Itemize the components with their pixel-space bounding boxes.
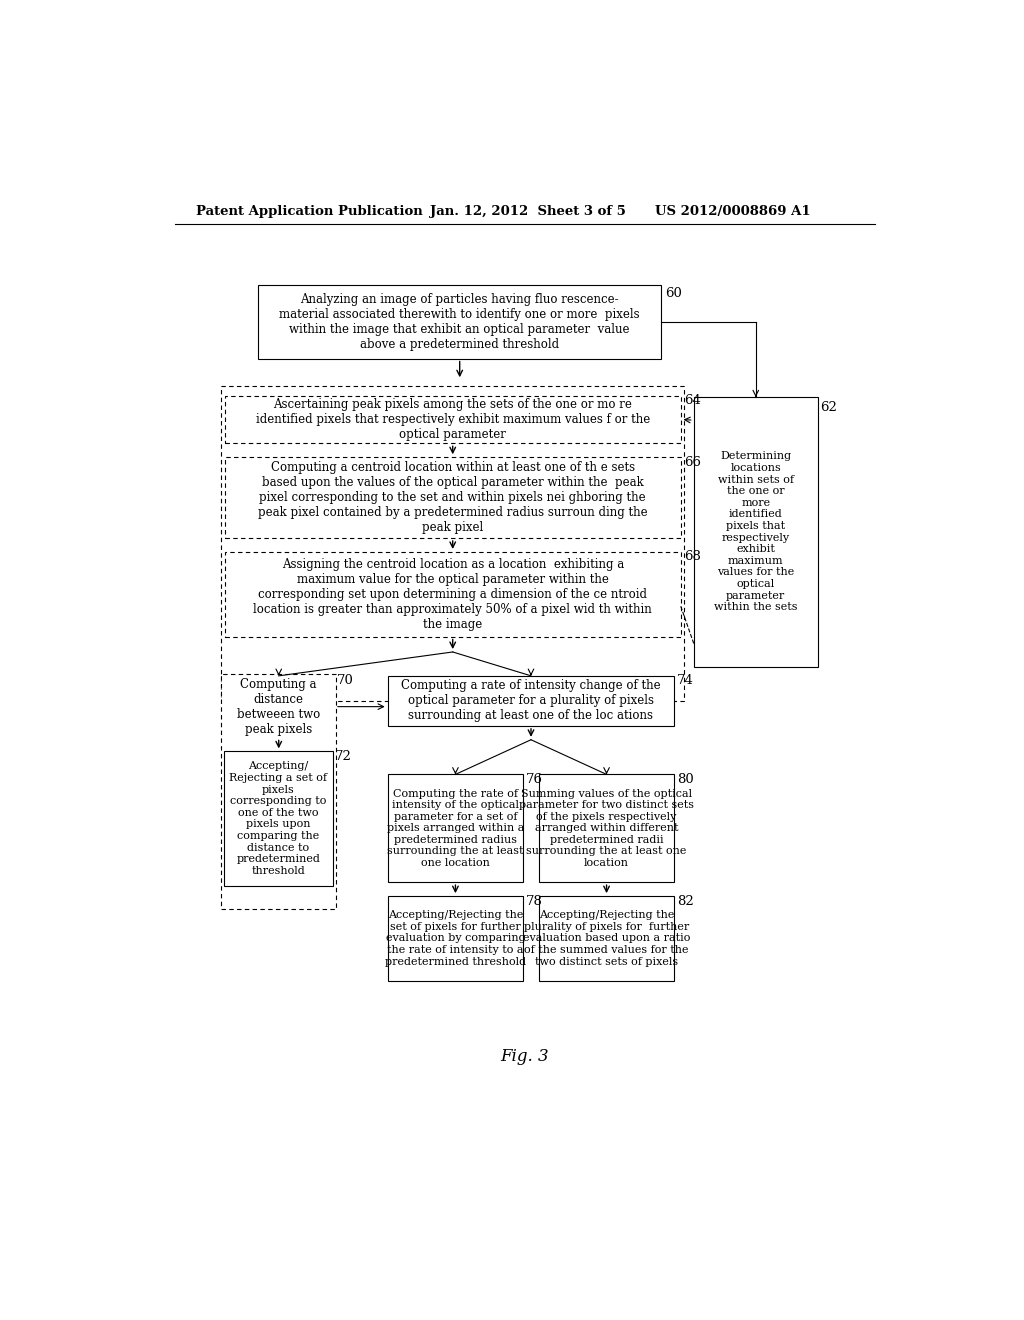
Bar (225, 457, 681, 539)
Text: Accepting/Rejecting the
plurality of pixels for  further
evaluation based upon a: Accepting/Rejecting the plurality of pix… (523, 911, 690, 966)
Bar (222, 676, 335, 738)
Text: Computing a rate of intensity change of the
optical parameter for a plurality of: Computing a rate of intensity change of … (401, 680, 660, 722)
Text: 72: 72 (335, 750, 352, 763)
Text: 74: 74 (677, 675, 693, 688)
Bar (221, 385, 684, 701)
Text: Analyzing an image of particles having fluo rescence-
material associated therew: Analyzing an image of particles having f… (280, 293, 640, 351)
Text: 76: 76 (525, 774, 543, 785)
Text: Ascertaining peak pixels among the sets of the one or mo re
identified pixels th: Ascertaining peak pixels among the sets … (256, 397, 650, 441)
Text: Determining
locations
within sets of
the one or
more
identified
pixels that
resp: Determining locations within sets of the… (714, 451, 798, 612)
Text: Accepting/Rejecting the
set of pixels for further
evaluation by comparing
the ra: Accepting/Rejecting the set of pixels fo… (385, 911, 526, 966)
Text: 62: 62 (820, 401, 837, 414)
Bar (221, 675, 336, 909)
Text: Fig. 3: Fig. 3 (501, 1048, 549, 1065)
Text: 70: 70 (337, 675, 354, 688)
Text: Jan. 12, 2012  Sheet 3 of 5: Jan. 12, 2012 Sheet 3 of 5 (430, 205, 626, 218)
Text: 66: 66 (684, 455, 701, 469)
Bar (539, 775, 675, 882)
Bar (539, 896, 675, 981)
Text: 80: 80 (677, 774, 693, 785)
Text: Assigning the centroid location as a location  exhibiting a
maximum value for th: Assigning the centroid location as a loc… (253, 558, 652, 631)
Text: 78: 78 (525, 895, 543, 908)
Bar (225, 396, 681, 444)
Text: 60: 60 (665, 286, 682, 300)
Text: 64: 64 (684, 395, 701, 407)
Bar (388, 896, 523, 981)
Text: Computing a
distance
betweeen two
peak pixels: Computing a distance betweeen two peak p… (238, 677, 321, 735)
Bar (693, 397, 818, 667)
Bar (225, 552, 681, 636)
Text: Accepting/
Rejecting a set of
pixels
corresponding to
one of the two
pixels upon: Accepting/ Rejecting a set of pixels cor… (229, 762, 328, 876)
Text: 68: 68 (684, 550, 701, 564)
Bar (388, 775, 523, 882)
Text: 82: 82 (677, 895, 693, 908)
Bar (224, 751, 333, 886)
Text: US 2012/0008869 A1: US 2012/0008869 A1 (655, 205, 811, 218)
Text: Computing a centroid location within at least one of th e sets
based upon the va: Computing a centroid location within at … (258, 461, 647, 535)
Bar (388, 676, 675, 726)
Bar (258, 285, 662, 359)
Text: Summing values of the optical
parameter for two distinct sets
of the pixels resp: Summing values of the optical parameter … (519, 788, 694, 869)
Text: Patent Application Publication: Patent Application Publication (197, 205, 423, 218)
Text: Computing the rate of
intensity of the optical
parameter for a set of
pixels arr: Computing the rate of intensity of the o… (387, 788, 524, 869)
